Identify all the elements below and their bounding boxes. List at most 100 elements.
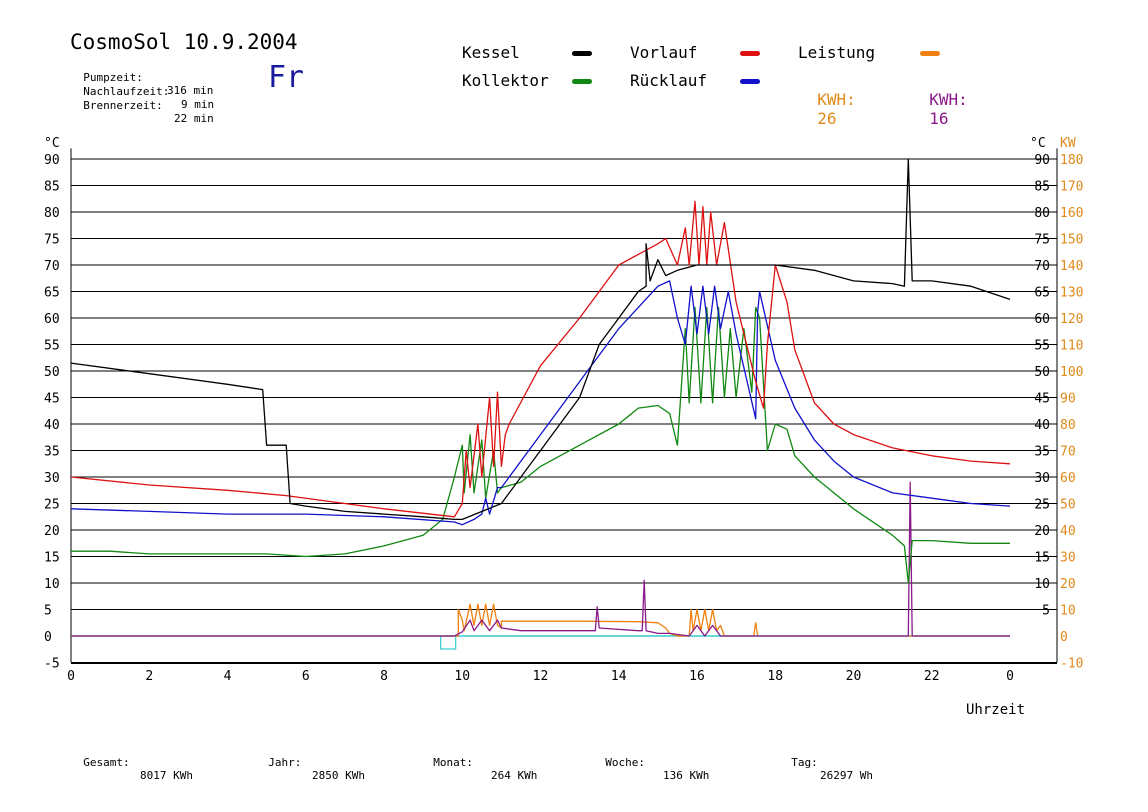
right-celsius-tick-label: 35 — [1034, 445, 1050, 460]
left-tick-label: 55 — [44, 339, 60, 354]
left-tick-label: 0 — [44, 630, 52, 645]
stat-value: 9 min — [181, 98, 215, 111]
stat-value: 316 min — [167, 84, 214, 97]
x-tick-label: 12 — [533, 669, 549, 684]
stat-row: Pumpzeit: 316 min — [70, 58, 213, 97]
series-kollektor-line — [71, 306, 1010, 584]
x-tick-label: 10 — [454, 669, 470, 684]
kwh1-label: KWH: — [817, 90, 856, 109]
left-tick-label: 85 — [44, 180, 60, 195]
left-tick-label: 40 — [44, 418, 60, 433]
x-tick-label: 0 — [67, 669, 75, 684]
right-kw-tick-label: 150 — [1060, 233, 1083, 248]
right-celsius-tick-label: 40 — [1034, 418, 1050, 433]
x-tick-label: 4 — [224, 669, 232, 684]
right-celsius-tick-label: 65 — [1034, 286, 1050, 301]
right-kw-tick-label: 50 — [1060, 498, 1076, 513]
left-unit-label: °C — [44, 136, 60, 151]
x-tick-label: 18 — [767, 669, 783, 684]
stat-value: 22 min — [174, 112, 214, 125]
right-kw-tick-label: 130 — [1060, 286, 1083, 301]
footer-woche: Woche: 136 KWh — [592, 743, 709, 782]
right-celsius-tick-label: 45 — [1034, 392, 1050, 407]
legend-ruecklauf-label: Rücklauf — [630, 71, 708, 90]
left-tick-label: 75 — [44, 233, 60, 248]
right-celsius-tick-label: 55 — [1034, 339, 1050, 354]
left-tick-label: 80 — [44, 206, 60, 221]
x-tick-label: 8 — [380, 669, 388, 684]
left-tick-label: 70 — [44, 259, 60, 274]
left-axis: -5 0 5 10 15 20 25 30 35 40 45 50 55 60 65 70 75 80 85 90 — [44, 153, 60, 672]
right-unit-kw-label: KW — [1060, 136, 1076, 151]
x-tick-label: 6 — [302, 669, 310, 684]
x-tick-label: 22 — [924, 669, 940, 684]
footer-label: Woche: — [605, 756, 645, 769]
stat-label: Nachlaufzeit: — [83, 85, 170, 98]
left-tick-label: 10 — [44, 577, 60, 592]
legend-kollektor-swatch — [572, 79, 592, 84]
right-celsius-tick-label: 10 — [1034, 577, 1050, 592]
right-kw-tick-label: 110 — [1060, 339, 1083, 354]
x-tick-label: 20 — [846, 669, 862, 684]
right-kw-tick-label: 20 — [1060, 577, 1076, 592]
right-celsius-tick-label: 20 — [1034, 524, 1050, 539]
weekday-label: Fr — [268, 60, 305, 95]
footer-tag: Tag: 26297 Wh — [778, 743, 873, 782]
legend-kwh1: KWH: 26 — [798, 71, 856, 128]
footer-value: 136 KWh — [663, 769, 710, 782]
left-tick-label: 35 — [44, 445, 60, 460]
left-tick-label: 65 — [44, 286, 60, 301]
series-kwh2-line — [71, 481, 1010, 637]
marker-box — [440, 635, 457, 650]
kwh2-label: KWH: — [929, 90, 968, 109]
footer-jahr: Jahr: 2850 KWh — [255, 743, 365, 782]
footer-value: 264 KWh — [491, 769, 538, 782]
right-kw-tick-label: -10 — [1060, 657, 1083, 672]
stat-row: Brennerzeit: 22 min — [70, 86, 214, 125]
left-tick-label: 5 — [44, 604, 52, 619]
x-axis: 0 2 4 6 8 10 12 14 16 18 20 22 0 — [67, 669, 1014, 684]
right-kw-tick-label: 80 — [1060, 418, 1076, 433]
footer-label: Tag: — [791, 756, 818, 769]
left-tick-label: 90 — [44, 153, 60, 168]
x-tick-label: 16 — [689, 669, 705, 684]
series-ruecklauf-line — [70, 280, 1011, 526]
right-unit-celsius-label: °C — [1030, 136, 1046, 151]
footer-gesamt: Gesamt: 8017 KWh — [70, 743, 193, 782]
stat-label: Pumpzeit: — [83, 71, 143, 84]
series-kessel-line — [70, 158, 1011, 521]
legend-kwh2: KWH: 16 — [910, 71, 968, 128]
right-kw-tick-label: 180 — [1060, 153, 1083, 168]
right-celsius-tick-label: 15 — [1034, 551, 1050, 566]
footer-label: Jahr: — [268, 756, 302, 769]
right-kw-tick-label: 70 — [1060, 445, 1076, 460]
footer-monat: Monat: 264 KWh — [420, 743, 537, 782]
right-kw-tick-label: 100 — [1060, 365, 1083, 380]
right-kw-tick-label: 160 — [1060, 206, 1083, 221]
left-tick-label: 30 — [44, 471, 60, 486]
right-celsius-tick-label: 85 — [1034, 180, 1050, 195]
right-celsius-tick-label: 5 — [1042, 604, 1050, 619]
legend-kessel-swatch — [572, 51, 592, 56]
series-lines — [70, 158, 1011, 637]
footer-label: Monat: — [433, 756, 473, 769]
right-kw-tick-label: 120 — [1060, 312, 1083, 327]
legend-kollektor-label: Kollektor — [462, 71, 549, 90]
legend-vorlauf-label: Vorlauf — [630, 43, 698, 62]
right-celsius-tick-label: 50 — [1034, 365, 1050, 380]
footer-label: Gesamt: — [83, 756, 130, 769]
right-celsius-tick-label: 25 — [1034, 498, 1050, 513]
x-axis-label: Uhrzeit — [966, 702, 1025, 718]
page-title: CosmoSol 10.9.2004 — [70, 30, 298, 54]
right-celsius-tick-label: 70 — [1034, 259, 1050, 274]
right-kw-tick-label: 0 — [1060, 630, 1068, 645]
right-celsius-tick-label: 80 — [1034, 206, 1050, 221]
left-tick-label: 15 — [44, 551, 60, 566]
footer-value: 26297 Wh — [820, 769, 873, 782]
stat-row: Nachlaufzeit: 9 min — [70, 72, 214, 111]
left-tick-label: 45 — [44, 392, 60, 407]
left-tick-label: -5 — [44, 657, 60, 672]
left-tick-label: 50 — [44, 365, 60, 380]
right-kw-tick-label: 90 — [1060, 392, 1076, 407]
right-kw-tick-label: 170 — [1060, 180, 1083, 195]
